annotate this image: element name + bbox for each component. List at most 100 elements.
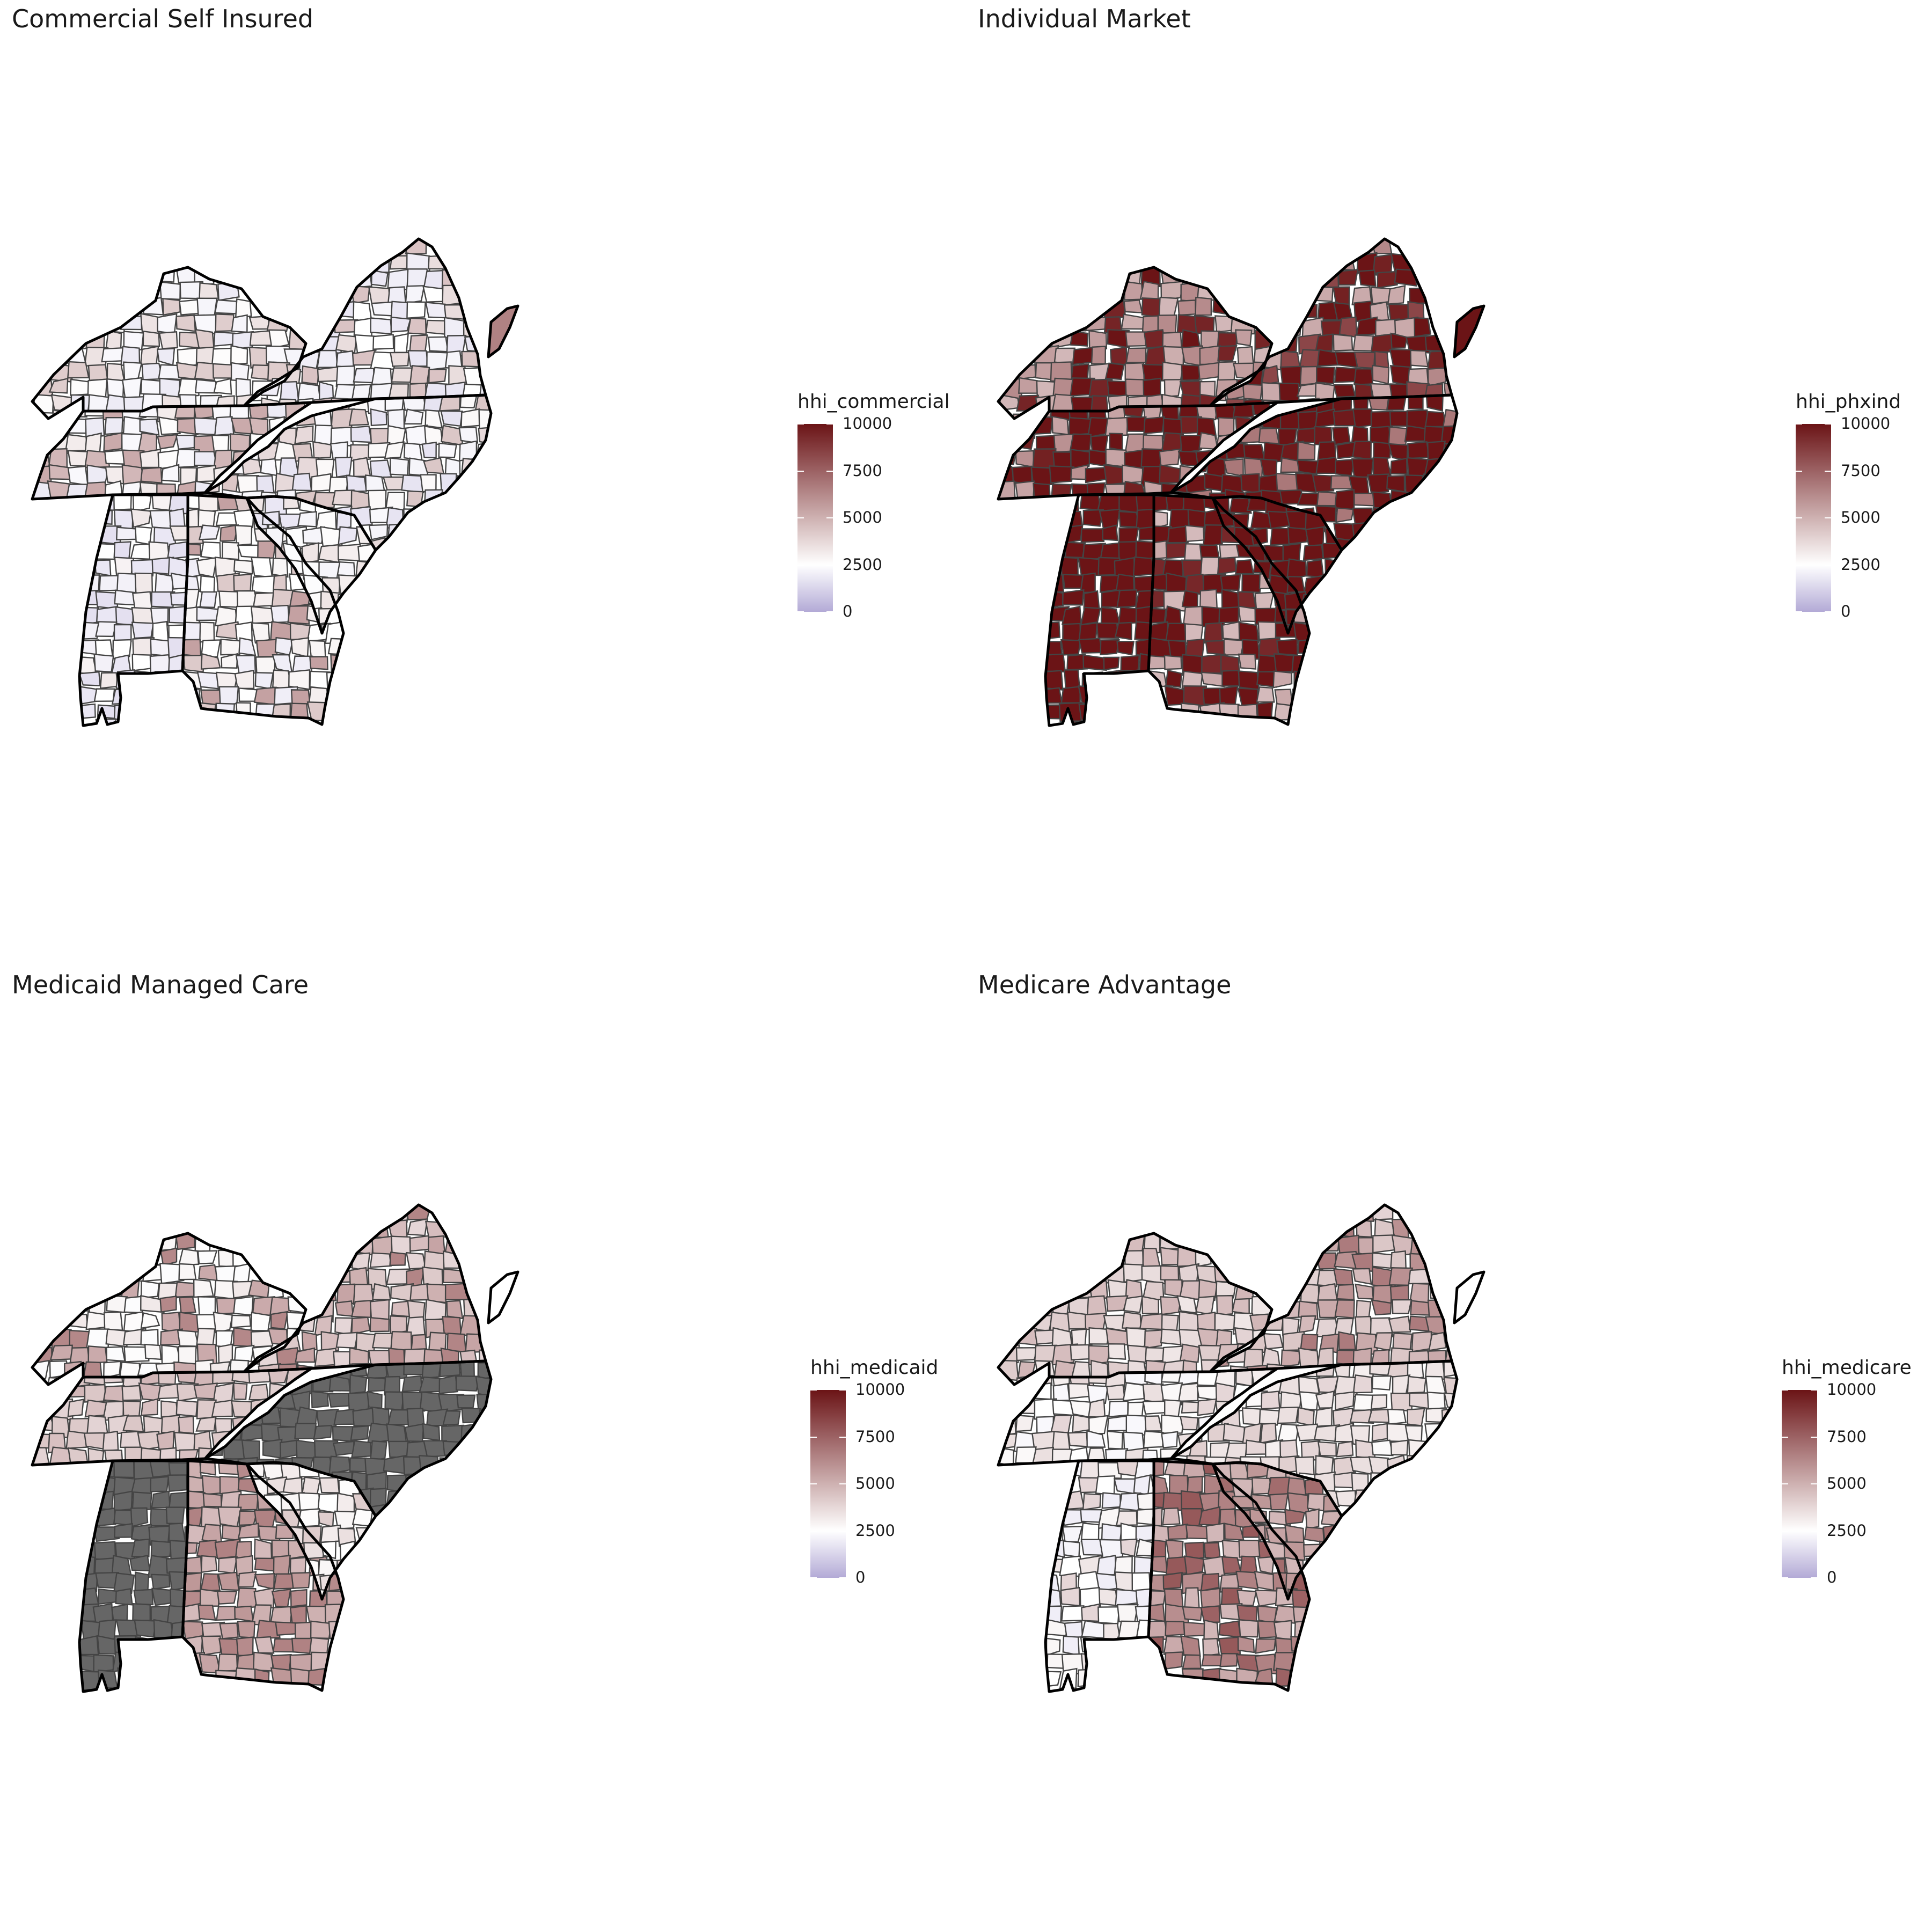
- county: [1358, 269, 1377, 287]
- county: [333, 1408, 356, 1425]
- county: [1085, 466, 1107, 484]
- county: [233, 509, 255, 530]
- county: [1203, 1619, 1220, 1642]
- county: [1109, 433, 1123, 451]
- county: [1064, 1621, 1084, 1638]
- county: [1371, 1375, 1392, 1391]
- county: [1063, 1540, 1081, 1558]
- county: [1272, 670, 1293, 689]
- county: [1389, 457, 1408, 475]
- county: [233, 1382, 248, 1400]
- county: [346, 474, 368, 493]
- county: [1104, 1233, 1129, 1250]
- county: [401, 1392, 426, 1412]
- county: [428, 368, 447, 384]
- county: [1165, 1556, 1188, 1575]
- state-border-eshore: [1453, 1270, 1485, 1324]
- county: [1316, 491, 1338, 507]
- legend-tick-mark: [826, 470, 833, 472]
- county: [1414, 317, 1432, 338]
- county: [184, 1523, 188, 1542]
- county: [332, 1440, 355, 1457]
- county: [350, 1425, 369, 1441]
- county: [1160, 1265, 1180, 1282]
- county: [1312, 474, 1335, 493]
- county: [1162, 1507, 1181, 1526]
- county: [426, 1283, 447, 1304]
- county: [1198, 362, 1221, 380]
- county: [1424, 411, 1447, 428]
- county: [1241, 1407, 1263, 1426]
- county: [1223, 458, 1244, 477]
- county: [1104, 362, 1125, 380]
- county: [122, 1415, 144, 1432]
- legend-tick-label: 0: [1841, 602, 1851, 620]
- county: [1349, 1409, 1374, 1424]
- county: [1051, 415, 1070, 436]
- county: [253, 1651, 274, 1672]
- county: [1352, 1268, 1372, 1285]
- county: [425, 409, 443, 429]
- county: [1355, 1299, 1372, 1319]
- county: [1137, 1492, 1154, 1513]
- county: [1198, 1278, 1218, 1301]
- county: [150, 607, 169, 626]
- county: [309, 640, 326, 657]
- county: [83, 1432, 105, 1450]
- county: [1263, 1333, 1284, 1350]
- county: [1104, 416, 1129, 437]
- county: [438, 442, 457, 458]
- county: [1060, 1586, 1081, 1607]
- county: [1304, 1526, 1325, 1543]
- county: [1062, 1635, 1080, 1656]
- legend-tick-label: 2500: [855, 1521, 895, 1540]
- county: [1274, 1605, 1296, 1624]
- county: [1018, 377, 1038, 394]
- county: [178, 1263, 197, 1280]
- county: [104, 416, 123, 435]
- county: [157, 434, 179, 450]
- county: [313, 1424, 333, 1440]
- county: [200, 653, 221, 670]
- county: [1235, 1570, 1259, 1590]
- county: [113, 624, 132, 642]
- county: [1098, 1588, 1118, 1607]
- county: [114, 1523, 133, 1538]
- county: [297, 511, 317, 528]
- state-border-tn: [997, 1367, 1279, 1467]
- county: [1387, 284, 1406, 305]
- county: [250, 1312, 272, 1331]
- state-border-sc: [245, 495, 377, 635]
- county: [446, 1300, 464, 1320]
- legend-tick-mark: [1796, 470, 1802, 472]
- county: [348, 408, 369, 426]
- county: [165, 1506, 185, 1525]
- county: [130, 559, 155, 577]
- legend-tick-mark: [826, 423, 833, 425]
- county: [366, 1391, 383, 1409]
- county: [1045, 1539, 1065, 1558]
- county: [1202, 1637, 1220, 1657]
- county: [1106, 1384, 1126, 1401]
- county: [234, 1605, 254, 1622]
- county: [1236, 1590, 1257, 1606]
- county: [1124, 362, 1145, 381]
- county: [140, 1280, 160, 1299]
- county: [139, 418, 160, 436]
- county: [1119, 1538, 1138, 1557]
- county: [174, 1431, 196, 1452]
- county: [1099, 1637, 1118, 1656]
- legend-tick-label: 0: [1827, 1568, 1837, 1586]
- county: [250, 1330, 274, 1348]
- county: [1184, 1541, 1205, 1561]
- county: [198, 524, 221, 540]
- county: [64, 434, 89, 452]
- county: [407, 350, 429, 367]
- county: [270, 604, 290, 624]
- legend-tick-mark: [797, 611, 804, 612]
- legend-tick-mark: [839, 1389, 846, 1391]
- county: [1254, 591, 1275, 611]
- county: [160, 1247, 178, 1267]
- county: [1144, 1329, 1163, 1349]
- county: [384, 441, 405, 459]
